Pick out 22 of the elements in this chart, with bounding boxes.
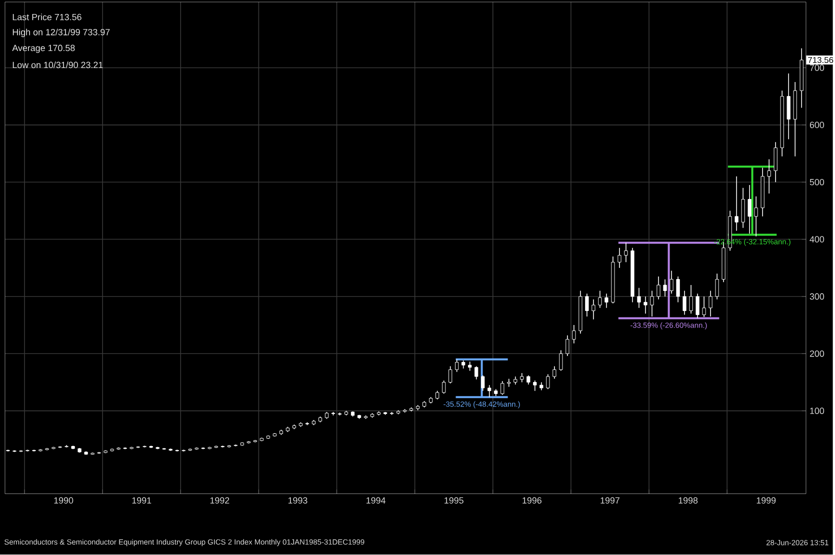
y-tick-label: 200 [810, 350, 824, 358]
x-tick-label: 1990 [54, 497, 74, 504]
y-tick-label: 700 [810, 64, 824, 72]
x-tick-label: 1999 [756, 497, 776, 504]
annotation: Average 170.58 [12, 45, 75, 54]
y-tick-label: 300 [810, 294, 824, 300]
x-tick-label: 1997 [600, 497, 620, 504]
annotation: Low on 10/31/90 23.21 [12, 62, 103, 68]
x-tick-label: 1993 [288, 497, 308, 504]
y-tick-label: 600 [810, 122, 824, 128]
x-tick-label: 1992 [210, 497, 230, 504]
text: 713.56 [808, 57, 834, 64]
x-tick-label: 1998 [678, 497, 698, 504]
y-tick-label: 500 [810, 179, 824, 186]
y-tick-label: 400 [810, 236, 824, 243]
x-tick-label: 1996 [522, 497, 542, 504]
annotation: Last Price 713.56 [12, 14, 82, 20]
x-tick-label: 1995 [444, 497, 464, 504]
x-tick-label: 1991 [132, 497, 152, 504]
y-tick-label: 100 [810, 408, 824, 414]
annotation: High on 12/31/99 733.97 [12, 28, 110, 38]
x-tick-label: 1994 [366, 497, 386, 504]
